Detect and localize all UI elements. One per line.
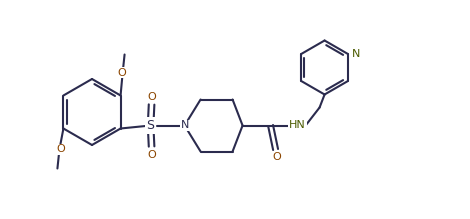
Text: S: S: [147, 119, 155, 132]
Text: N: N: [352, 49, 360, 59]
Text: HN: HN: [289, 120, 306, 131]
Text: O: O: [56, 145, 65, 154]
Text: O: O: [147, 150, 156, 159]
Text: O: O: [147, 92, 156, 101]
Text: O: O: [117, 67, 126, 78]
Text: O: O: [272, 152, 281, 162]
Text: N: N: [180, 120, 189, 131]
